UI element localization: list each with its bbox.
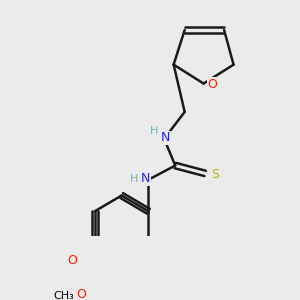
Text: CH₃: CH₃ xyxy=(53,291,74,300)
Text: N: N xyxy=(161,131,170,144)
Text: O: O xyxy=(76,288,86,300)
Text: H: H xyxy=(130,174,138,184)
Text: N: N xyxy=(141,172,150,185)
Text: S: S xyxy=(211,168,219,181)
Text: H: H xyxy=(150,126,158,136)
Text: O: O xyxy=(207,78,217,91)
Text: O: O xyxy=(67,254,77,267)
